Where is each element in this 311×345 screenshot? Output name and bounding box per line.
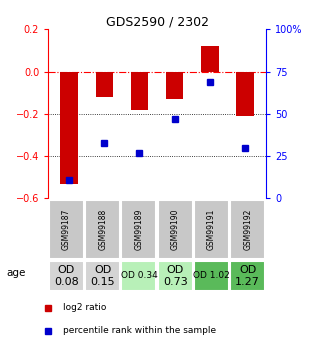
Bar [194, 261, 229, 291]
Text: GSM99190: GSM99190 [171, 209, 180, 250]
Bar [131, 71, 148, 110]
Bar [85, 261, 120, 291]
Text: OD
0.15: OD 0.15 [90, 265, 115, 287]
Bar [122, 261, 156, 291]
Text: percentile rank within the sample: percentile rank within the sample [63, 326, 216, 335]
Bar [61, 71, 78, 184]
Bar [49, 261, 84, 291]
Bar [166, 71, 183, 99]
Bar [158, 200, 193, 259]
Text: OD
0.08: OD 0.08 [54, 265, 79, 287]
Bar [201, 46, 219, 71]
Bar [230, 200, 265, 259]
Text: GSM99191: GSM99191 [207, 209, 216, 250]
Text: GSM99188: GSM99188 [98, 209, 107, 250]
Bar [49, 200, 84, 259]
Bar [122, 200, 156, 259]
Bar [158, 261, 193, 291]
Bar [230, 261, 265, 291]
Bar [95, 71, 113, 97]
Text: GSM99187: GSM99187 [62, 209, 71, 250]
Text: GSM99192: GSM99192 [243, 209, 252, 250]
Text: OD 0.34: OD 0.34 [121, 272, 157, 280]
Title: GDS2590 / 2302: GDS2590 / 2302 [105, 15, 209, 28]
Text: OD
1.27: OD 1.27 [235, 265, 260, 287]
Text: log2 ratio: log2 ratio [63, 303, 106, 312]
Text: OD 1.02: OD 1.02 [193, 272, 230, 280]
Text: age: age [6, 268, 26, 277]
Bar [194, 200, 229, 259]
Text: OD
0.73: OD 0.73 [163, 265, 188, 287]
Text: GSM99189: GSM99189 [134, 209, 143, 250]
Bar [85, 200, 120, 259]
Bar [236, 71, 253, 116]
